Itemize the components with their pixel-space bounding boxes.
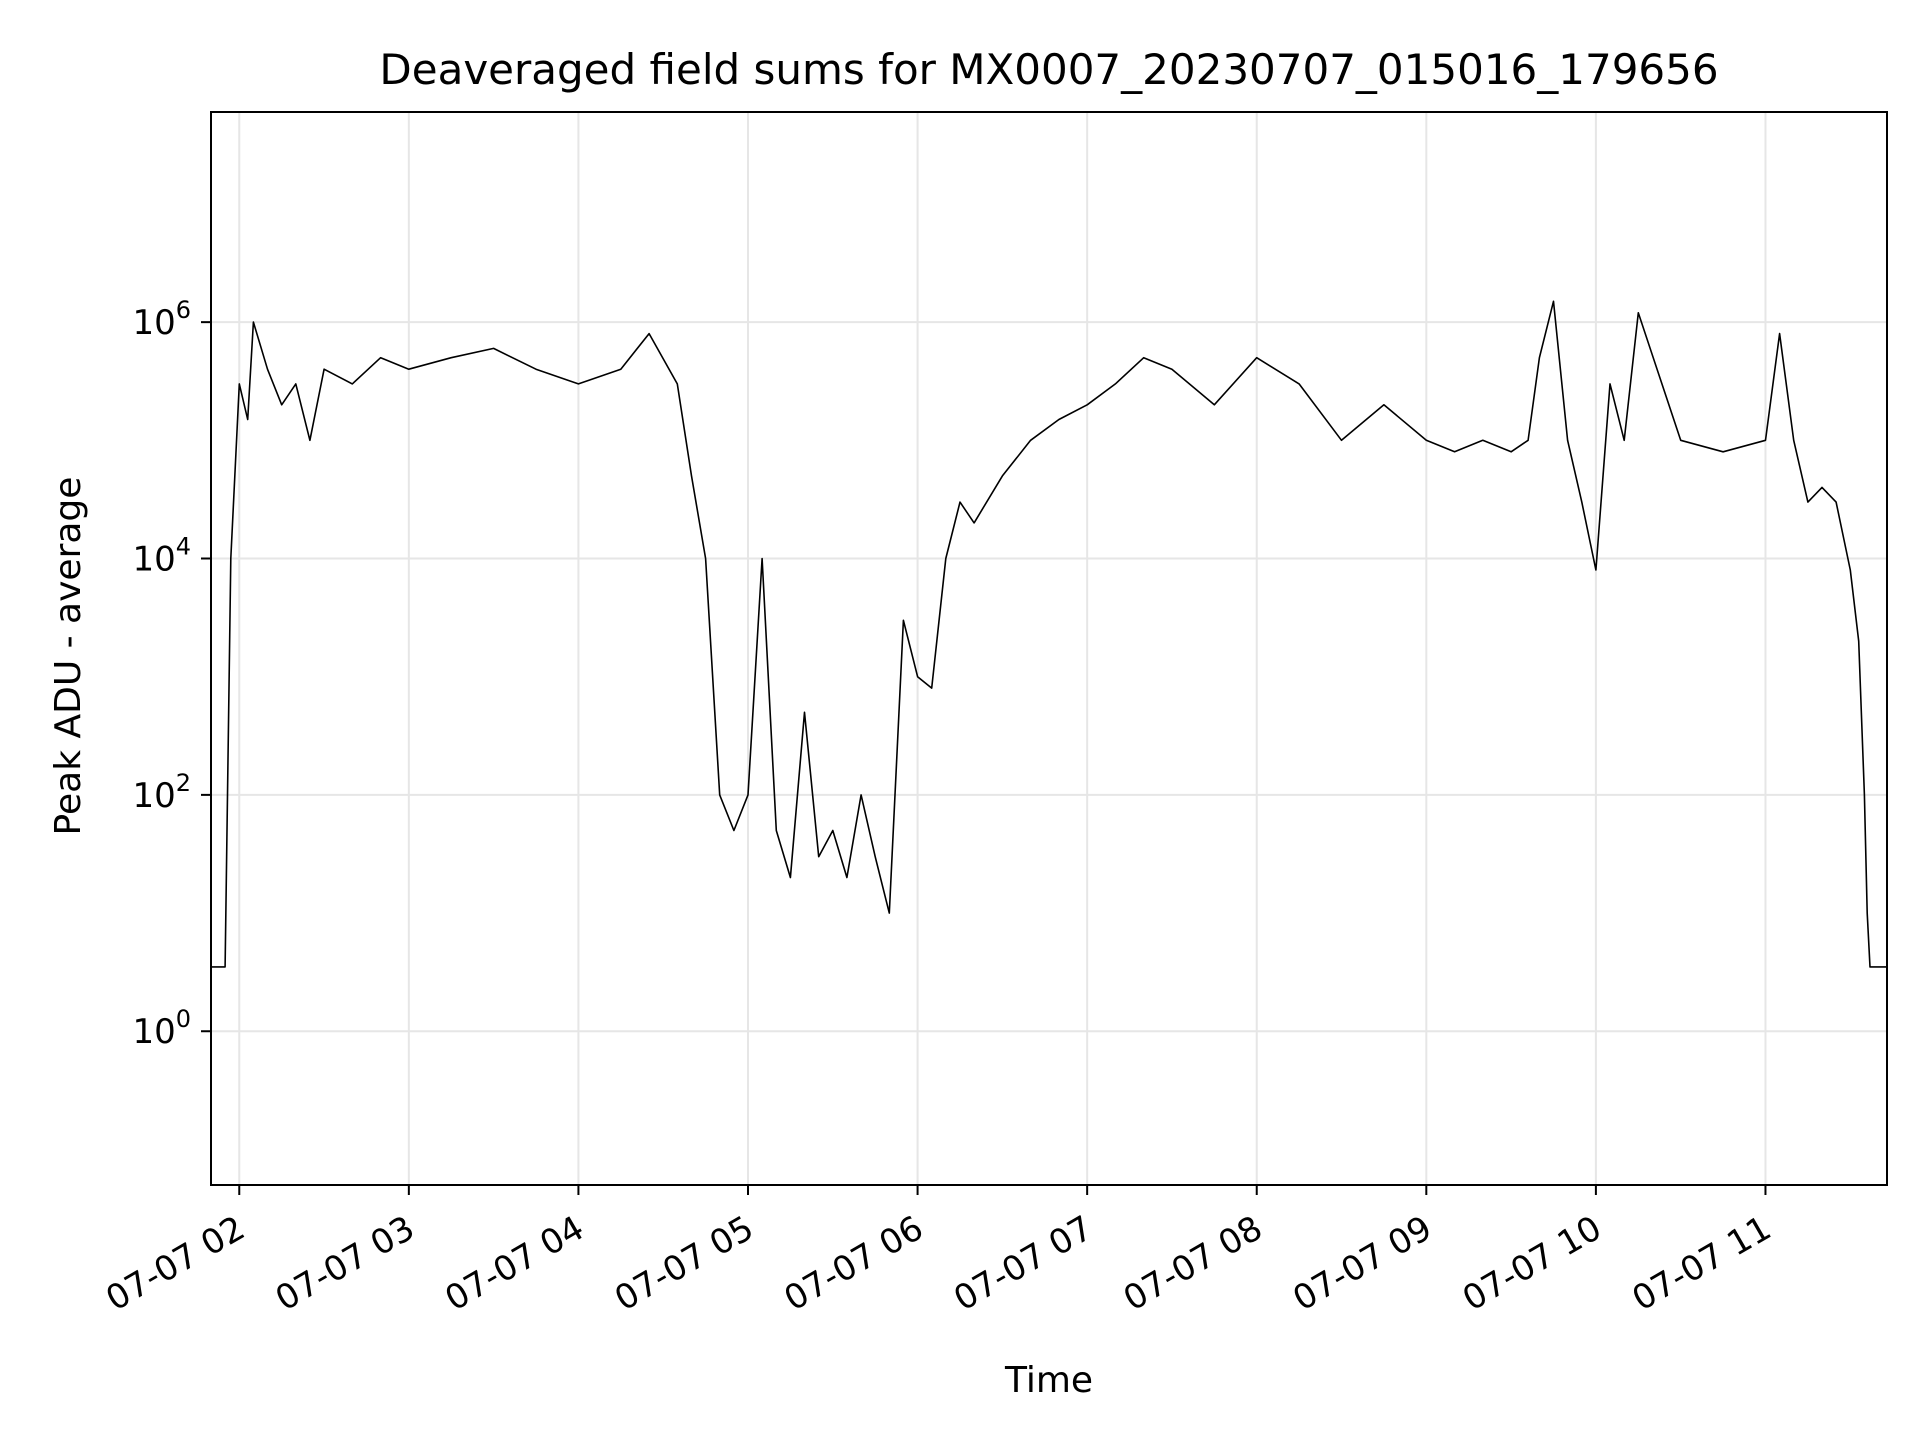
y-tick-label: 104 [132, 533, 191, 580]
x-axis-title: Time [1004, 1360, 1093, 1401]
y-axis-title: Peak ADU - average [48, 477, 89, 836]
axes-frame [210, 111, 1888, 1186]
series-line-group [211, 300, 1887, 968]
tick-marks [201, 321, 1767, 1195]
grid-lines [211, 112, 1887, 1185]
chart-title: Deaveraged field sums for MX0007_2023070… [379, 45, 1718, 94]
y-tick-labels: 100 102 104 106 [132, 296, 191, 1052]
y-tick-label: 102 [132, 769, 191, 816]
y-tick-label: 100 [132, 1005, 191, 1052]
y-tick-label: 106 [132, 296, 191, 343]
series-line [211, 300, 1887, 968]
